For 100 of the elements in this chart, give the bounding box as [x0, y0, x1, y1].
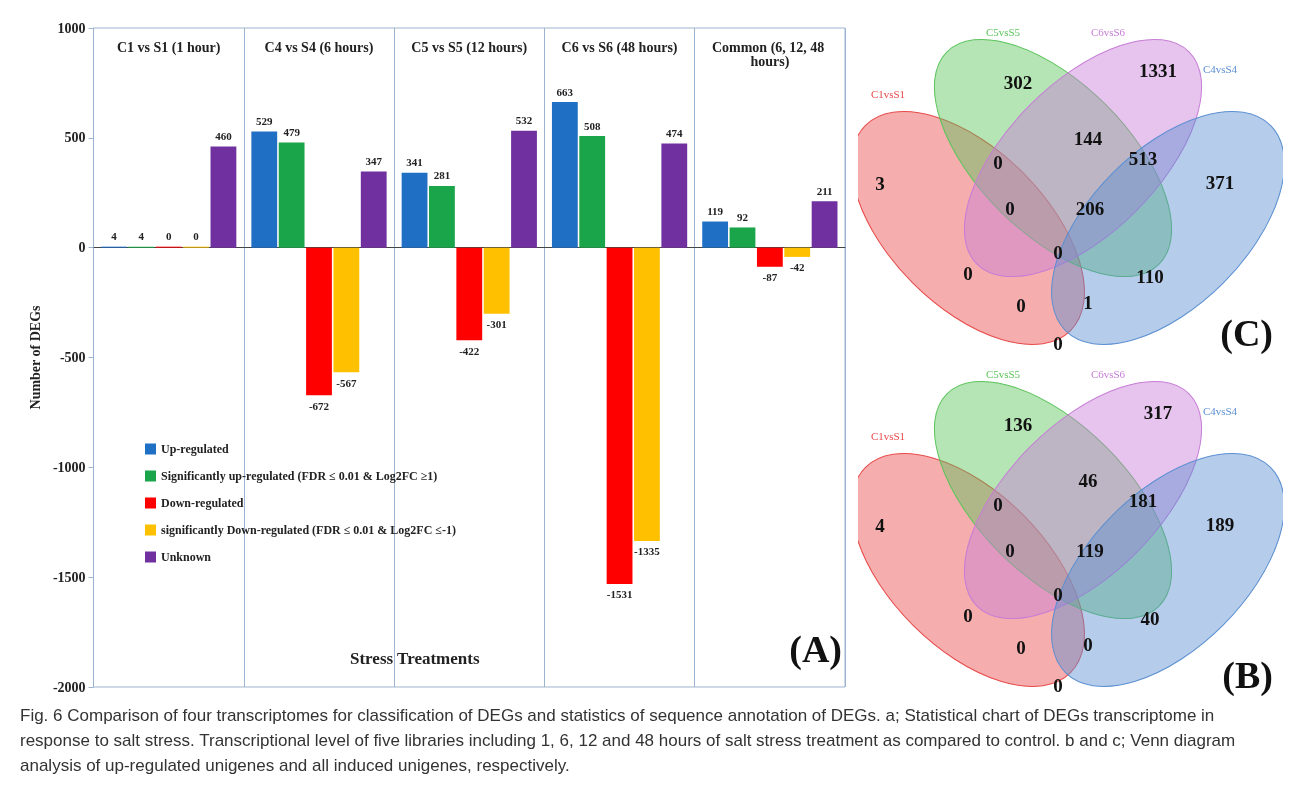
- text: 1331: [1139, 60, 1177, 82]
- y-tick-label: -1500: [52, 569, 86, 585]
- legend-label: Unknown: [161, 550, 212, 564]
- x-tick-label: C5 vs S5 (12 hours): [411, 39, 528, 56]
- category-label: C1vsS1: [870, 430, 906, 442]
- text: 0: [1053, 584, 1063, 606]
- legend-label: significantly Down-regulated (FDR ≤ 0.01 & Log2FC ≤-1): [161, 523, 456, 537]
- bar: [511, 130, 537, 248]
- data-label: 460: [215, 130, 233, 143]
- legend-label: Significantly up-regulated (FDR ≤ 0.01 & Log2FC ≥1): [161, 469, 438, 483]
- text: 136: [1003, 414, 1033, 436]
- bar: [702, 221, 729, 248]
- bar: [729, 227, 756, 248]
- text: 46: [1078, 470, 1098, 492]
- category-label: C5vsS5: [985, 26, 1021, 38]
- data-label: 92: [736, 210, 749, 223]
- bar: [251, 131, 278, 248]
- data-label: -1335: [634, 545, 661, 558]
- text: 371: [1205, 172, 1235, 194]
- text: 144: [1073, 128, 1103, 150]
- data-label: 529: [256, 114, 274, 127]
- caption: Fig. 6 Comparison of four transcriptomes for classification of DEGs and statistics of sequence annotation of DEGs. a; Statistical chart of DEGs transcriptome in response to salt stress. Transcriptional level of five libraries including 1, 6, 12 and 48 hours of salt stress treatment as compared to control. b and c; Venn diagram analysis of up-regulated unigenes and all induced unigenes, respectively.: [20, 705, 1237, 777]
- data-label: 508: [583, 119, 601, 132]
- text: (C): [1220, 312, 1273, 355]
- data-label: 479: [283, 125, 301, 138]
- category-label: C4vsS4: [1202, 405, 1238, 417]
- bar: [483, 247, 510, 314]
- category-label: C4vsS4: [1202, 63, 1238, 75]
- text: 110: [1136, 266, 1164, 288]
- x-tick-label: Common (6, 12, 48 hours): [711, 39, 828, 70]
- bar: [579, 136, 606, 248]
- text: (B): [1222, 654, 1273, 697]
- data-label: -422: [459, 344, 480, 357]
- data-label: 0: [165, 230, 172, 243]
- bar: [210, 146, 237, 248]
- bar: [551, 102, 578, 248]
- legend-label: Up-regulated: [161, 442, 230, 456]
- data-label: 532: [515, 114, 533, 127]
- text: 0: [1005, 540, 1015, 562]
- text: 0: [963, 263, 973, 285]
- x-tick-label: C6 vs S6 (48 hours): [561, 39, 678, 56]
- text: 0: [1016, 295, 1026, 317]
- data-label: 663: [556, 85, 574, 98]
- legend-label: Down-regulated: [161, 496, 244, 510]
- y-tick-label: -2000: [52, 679, 86, 695]
- data-label: -42: [789, 261, 806, 274]
- data-label: -567: [336, 376, 357, 389]
- text: 0: [993, 494, 1003, 516]
- y-tick-label: -500: [59, 350, 86, 365]
- text: 0: [963, 605, 973, 627]
- category-label: C6vsS6: [1090, 26, 1126, 38]
- data-label: 474: [666, 127, 684, 140]
- text: 0: [1005, 198, 1015, 220]
- bar: [784, 247, 811, 257]
- text: 4: [875, 515, 886, 537]
- text: 119: [1076, 540, 1104, 562]
- y-tick-label: -1000: [52, 459, 86, 475]
- bar: [360, 171, 387, 248]
- category-label: C1vsS1: [870, 88, 906, 100]
- x-tick-label: C1 vs S1 (1 hour): [116, 39, 221, 56]
- x-axis-title: Stress Treatments: [350, 649, 480, 668]
- text: 3: [875, 173, 885, 195]
- bar: [634, 247, 660, 541]
- text: 0: [993, 152, 1003, 174]
- data-label: -672: [308, 399, 330, 412]
- data-label: 4: [138, 230, 145, 243]
- text: 513: [1128, 148, 1158, 170]
- bar: [756, 247, 783, 267]
- y-tick-label: 500: [64, 130, 86, 146]
- bar: [661, 143, 688, 248]
- bar: [278, 142, 305, 248]
- bar: [333, 247, 360, 373]
- text: 40: [1140, 608, 1160, 630]
- data-label: 211: [816, 184, 833, 197]
- text: 0: [1053, 675, 1063, 697]
- text: 0: [1083, 634, 1093, 656]
- bar: [306, 247, 332, 396]
- bar: [456, 247, 483, 341]
- bar: [811, 201, 838, 248]
- text: 0: [1016, 637, 1026, 659]
- bar: [429, 185, 455, 248]
- data-label: -1531: [606, 588, 633, 601]
- text: 317: [1143, 402, 1173, 424]
- x-tick-label: C4 vs S4 (6 hours): [264, 39, 374, 56]
- y-tick-label: 1000: [57, 20, 86, 36]
- text: 181: [1128, 490, 1158, 512]
- category-label: C6vsS6: [1090, 368, 1126, 380]
- y-axis-title: Number of DEGs: [27, 304, 43, 410]
- text: 1: [1083, 292, 1093, 314]
- text: 0: [1053, 242, 1063, 264]
- text: 206: [1075, 198, 1105, 220]
- bar: [401, 172, 428, 248]
- text: 0: [1053, 333, 1063, 355]
- data-label: 347: [365, 154, 383, 167]
- data-label: 4: [111, 230, 118, 243]
- bar: [606, 247, 633, 584]
- y-tick-label: 0: [78, 240, 86, 256]
- annotation: (A): [789, 628, 843, 671]
- data-label: 281: [433, 169, 451, 182]
- data-label: 119: [707, 205, 724, 218]
